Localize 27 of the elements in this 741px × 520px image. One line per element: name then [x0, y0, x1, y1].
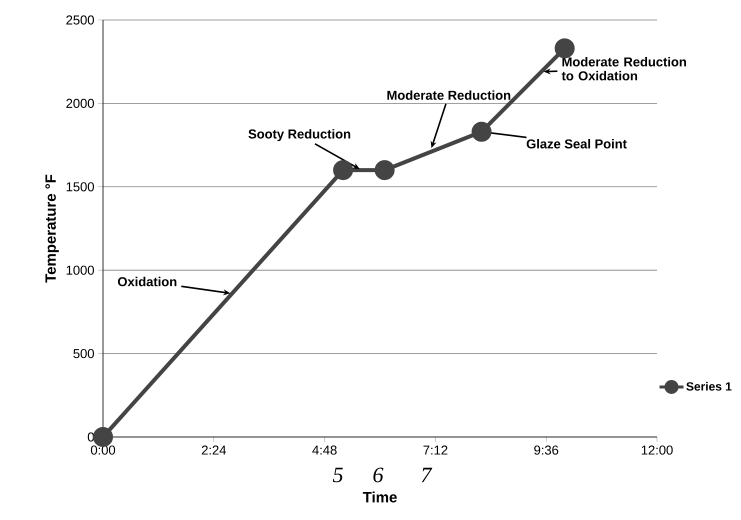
- x-tick-label: 0:00: [90, 446, 116, 455]
- text: 6: [373, 468, 384, 482]
- x-tick-label: 7:12: [423, 446, 448, 455]
- annotation: Moderate Reduction to Oxidation: [562, 56, 686, 80]
- x-tick-label: 4:48: [312, 446, 337, 455]
- point: [374, 160, 395, 180]
- y-tick-label: 2500: [66, 15, 94, 25]
- x-tick-label: 12:00: [642, 446, 673, 455]
- annotation: Oxidation: [118, 276, 176, 286]
- point: [93, 426, 114, 447]
- y-tick-label: 500: [73, 348, 94, 358]
- y-tick-label: 1000: [66, 266, 94, 275]
- y-tick-label: 2000: [66, 98, 94, 108]
- point: [333, 160, 354, 180]
- x-tick-label: 9:36: [534, 446, 558, 455]
- annotation: Glaze Seal Point: [526, 138, 627, 148]
- x-tick-label: 2:24: [202, 446, 226, 455]
- text: 5: [332, 468, 343, 482]
- annotation: Moderate Reduction: [387, 90, 510, 100]
- x-axis-title: Time: [362, 492, 397, 502]
- y-axis-title: Temperature °F: [45, 174, 59, 283]
- y-tick-label: 1500: [66, 182, 94, 192]
- annotation: Sooty Reduction: [248, 129, 350, 142]
- legend-label: Series 1: [686, 382, 732, 391]
- point: [554, 38, 575, 58]
- text: 7: [422, 468, 432, 482]
- point: [472, 122, 492, 142]
